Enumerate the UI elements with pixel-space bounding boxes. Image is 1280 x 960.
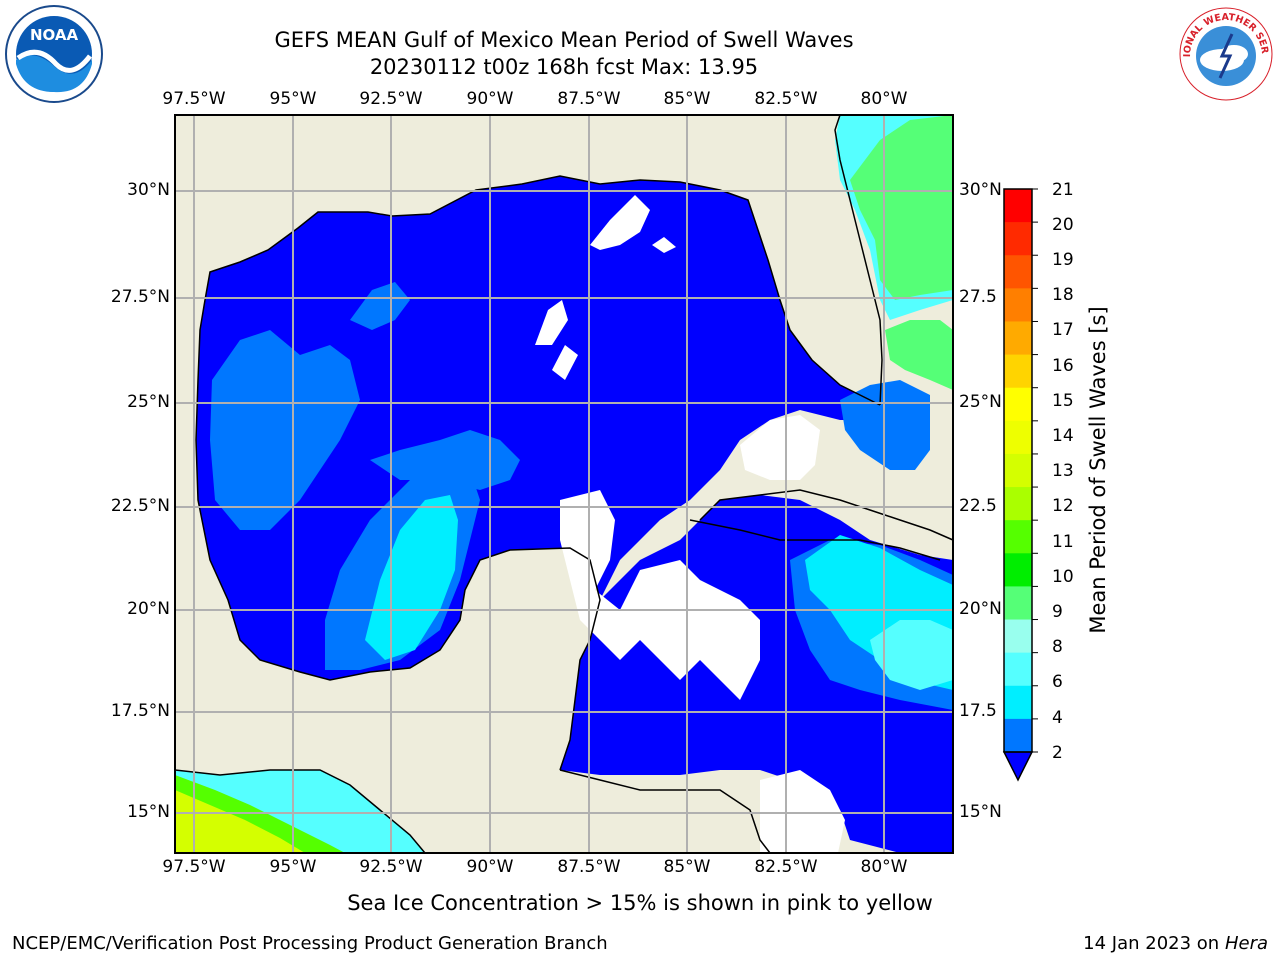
- lat-label-left: 17.5°N: [110, 701, 170, 721]
- footer-date: 14 Jan 2023 on Hera: [1083, 933, 1268, 954]
- swell-patch-4s-center: [370, 430, 520, 490]
- lat-label-right: 17.5: [959, 701, 997, 721]
- colorbar-tick-label: 10: [1052, 567, 1074, 587]
- colorbar: [1002, 188, 1038, 782]
- lat-label-left: 15°N: [127, 802, 170, 822]
- colorbar-tick-label: 17: [1052, 320, 1074, 340]
- colorbar-tick-label: 15: [1052, 391, 1074, 411]
- colorbar-tick-label: 21: [1052, 180, 1074, 200]
- colorbar-tick-label: 4: [1052, 708, 1063, 728]
- swell-patch-8s-caribbean: [870, 620, 953, 690]
- lat-label-left: 30°N: [127, 180, 170, 200]
- colorbar-segment: [1004, 652, 1032, 687]
- lon-label-bottom: 95°W: [269, 857, 317, 877]
- colorbar-segment: [1004, 718, 1032, 753]
- colorbar-segment: [1004, 487, 1032, 521]
- lon-label-bottom: 97.5°W: [162, 857, 226, 877]
- colorbar-tick-label: 16: [1052, 356, 1074, 376]
- lon-label-top: 95°W: [269, 89, 317, 109]
- lon-label-bottom: 80°W: [860, 857, 908, 877]
- swell-patch-pacific-yellow: [175, 790, 305, 853]
- colorbar-segment: [1004, 685, 1032, 720]
- colorbar-tick-label: 9: [1052, 602, 1063, 622]
- map-gridlines: [175, 115, 953, 853]
- colorbar-tick-label: 13: [1052, 461, 1074, 481]
- colorbar-tick-label: 20: [1052, 215, 1074, 235]
- sea-ice-note: Sea Ice Concentration > 15% is shown in …: [0, 891, 1280, 915]
- lon-label-top: 97.5°W: [162, 89, 226, 109]
- footer-date-text: 14 Jan 2023 on: [1083, 933, 1225, 954]
- lon-label-top: 92.5°W: [359, 89, 423, 109]
- lat-label-right: 27.5: [959, 287, 997, 307]
- lat-label-left: 25°N: [127, 392, 170, 412]
- colorbar-segment: [1004, 189, 1032, 223]
- no-data-northeast: [590, 195, 650, 250]
- colorbar-extend: [1002, 751, 1034, 782]
- footer-credit: NCEP/EMC/Verification Post Processing Pr…: [12, 933, 608, 954]
- noaa-logo-text: NOAA: [30, 26, 79, 44]
- lat-label-right: 25°N: [959, 392, 1002, 412]
- swell-patch-4s-north: [350, 282, 410, 330]
- lon-label-top: 85°W: [663, 89, 711, 109]
- map-subtitle: 20230112 t00z 168h fcst Max: 13.95: [369, 55, 759, 79]
- lat-label-left: 22.5°N: [110, 496, 170, 516]
- lon-label-bottom: 85°W: [663, 857, 711, 877]
- lat-label-right: 22.5: [959, 496, 997, 516]
- lat-label-right: 30°N: [959, 180, 1002, 200]
- no-data-cuba-north: [740, 415, 820, 480]
- colorbar-tick-label: 12: [1052, 496, 1074, 516]
- colorbar-segment: [1004, 420, 1032, 455]
- lon-label-bottom: 87.5°W: [557, 857, 621, 877]
- lat-label-left: 27.5°N: [110, 287, 170, 307]
- swell-patch-atlantic-south: [885, 320, 953, 390]
- lon-label-top: 87.5°W: [557, 89, 621, 109]
- lon-label-top: 82.5°W: [754, 89, 818, 109]
- coastline: [175, 115, 953, 853]
- nws-logo: NATIONAL WEATHER SERVICE: [1176, 4, 1273, 101]
- lon-label-bottom: 82.5°W: [754, 857, 818, 877]
- lon-label-top: 80°W: [860, 89, 908, 109]
- noaa-logo: NOAA: [5, 5, 103, 103]
- lat-label-right: 20°N: [959, 599, 1002, 619]
- no-data-center-3: [652, 237, 676, 253]
- lat-label-right: 15°N: [959, 802, 1002, 822]
- colorbar-title: Mean Period of Swell Waves [s]: [1086, 306, 1110, 634]
- colorbar-tick-label: 11: [1052, 532, 1074, 552]
- colorbar-segment: [1004, 288, 1032, 322]
- colorbar-tick-label: 8: [1052, 637, 1063, 657]
- colorbar-segment: [1004, 520, 1032, 554]
- lon-label-bottom: 90°W: [466, 857, 514, 877]
- lon-label-bottom: 92.5°W: [359, 857, 423, 877]
- colorbar-segment: [1004, 553, 1032, 587]
- no-data-caribbean-south: [760, 770, 845, 853]
- colorbar-tick-label: 18: [1052, 285, 1074, 305]
- footer-host: Hera: [1224, 933, 1268, 954]
- lat-label-left: 20°N: [127, 599, 170, 619]
- colorbar-tick-label: 6: [1052, 672, 1063, 692]
- colorbar-tick-label: 19: [1052, 250, 1074, 270]
- colorbar-frame: [1003, 188, 1033, 753]
- no-data-yucatan-channel: [560, 490, 760, 700]
- colorbar-segment: [1004, 387, 1032, 422]
- map-title: GEFS MEAN Gulf of Mexico Mean Period of …: [274, 28, 854, 52]
- colorbar-tick-label: 2: [1052, 743, 1063, 763]
- lon-label-top: 90°W: [466, 89, 514, 109]
- sea-ice-note-text: Sea Ice Concentration > 15% is shown in …: [347, 891, 933, 915]
- no-data-center-2: [552, 345, 578, 380]
- colorbar-segment: [1004, 354, 1032, 389]
- swell-patch-6s-campeche: [365, 495, 458, 660]
- colorbar-segment: [1004, 619, 1032, 654]
- swell-patch-4s-west: [210, 330, 360, 530]
- map-frame: [174, 114, 954, 854]
- no-data-center-1: [535, 300, 568, 345]
- colorbar-segment: [1004, 255, 1032, 289]
- colorbar-segment: [1004, 321, 1032, 356]
- colorbar-segment: [1004, 222, 1032, 256]
- colorbar-segment: [1004, 453, 1032, 488]
- colorbar-tick-label: 14: [1052, 426, 1074, 446]
- colorbar-segment: [1004, 586, 1032, 621]
- swell-patch-atlantic-green: [850, 115, 953, 300]
